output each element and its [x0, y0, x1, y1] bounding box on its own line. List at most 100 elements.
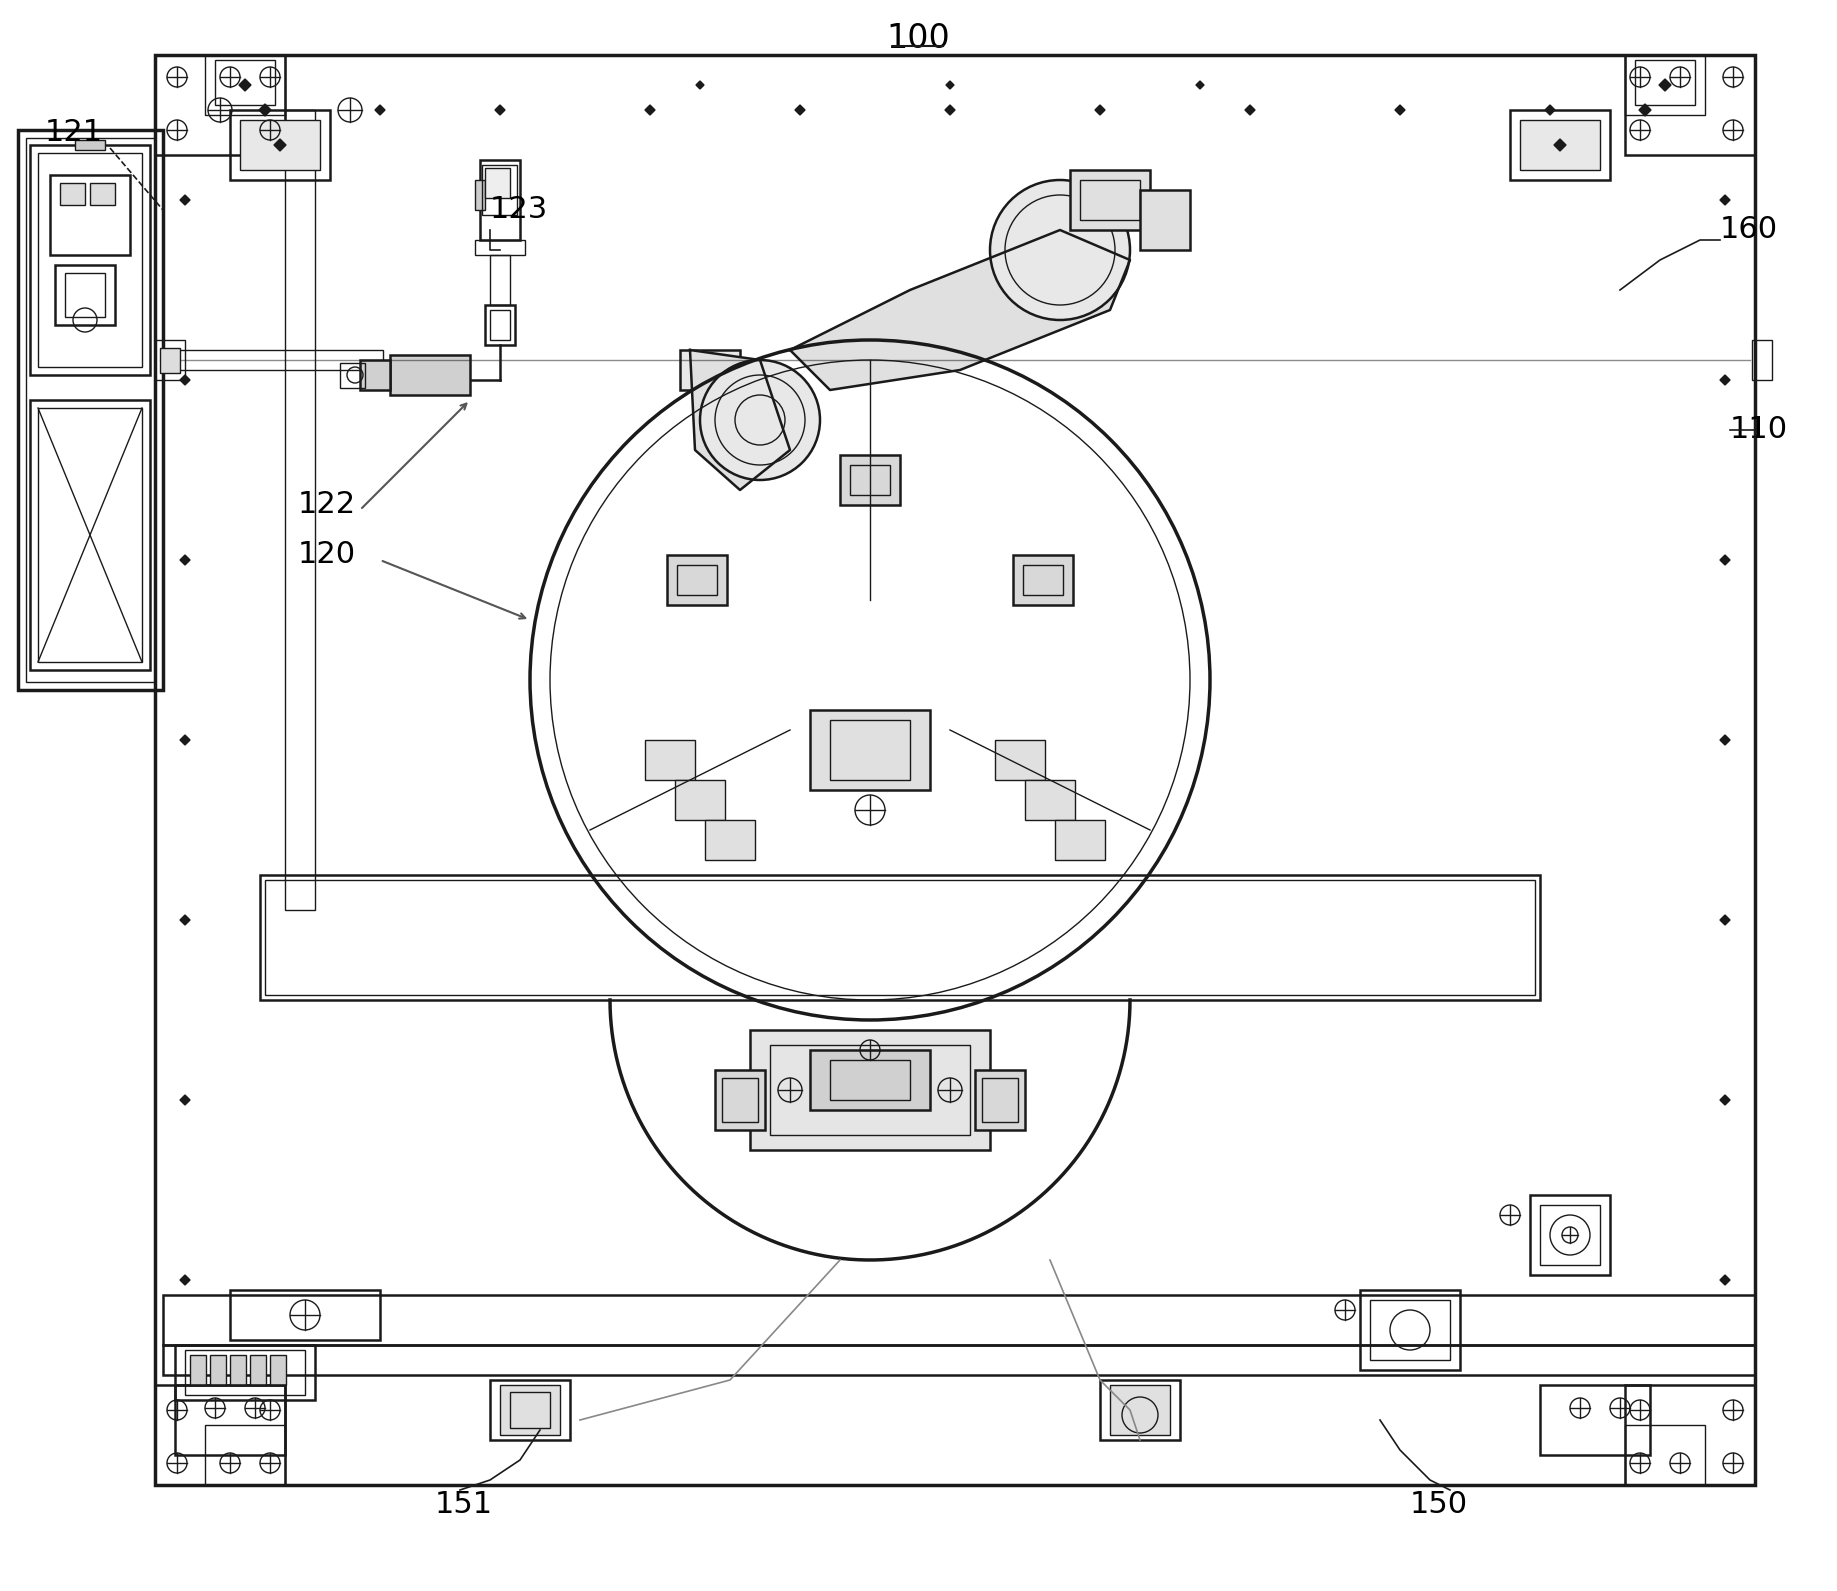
Bar: [163, 1344, 1754, 1375]
Bar: [770, 1045, 970, 1134]
Bar: [26, 138, 154, 683]
Polygon shape: [795, 105, 805, 115]
Bar: [476, 240, 525, 255]
Text: 120: 120: [298, 539, 356, 570]
Bar: [674, 780, 726, 819]
Bar: [1539, 1204, 1600, 1265]
Bar: [285, 110, 314, 910]
Bar: [39, 153, 141, 368]
Polygon shape: [259, 103, 272, 116]
Text: 121: 121: [44, 118, 103, 146]
Polygon shape: [180, 735, 189, 745]
Bar: [61, 183, 85, 205]
Polygon shape: [180, 1274, 189, 1286]
Bar: [29, 399, 151, 670]
Text: 100: 100: [885, 22, 950, 56]
Bar: [340, 363, 366, 388]
Bar: [1023, 565, 1064, 595]
Bar: [1100, 1379, 1179, 1440]
Bar: [490, 255, 511, 305]
Polygon shape: [494, 105, 505, 115]
Bar: [1530, 1195, 1609, 1274]
Bar: [163, 350, 382, 371]
Bar: [163, 1295, 1754, 1344]
Bar: [360, 360, 389, 390]
Bar: [209, 1356, 226, 1386]
Bar: [722, 1079, 759, 1122]
Polygon shape: [691, 350, 790, 490]
Bar: [645, 740, 694, 780]
Bar: [1626, 1426, 1705, 1484]
Bar: [830, 1060, 909, 1099]
Bar: [154, 56, 1754, 1484]
Polygon shape: [180, 1095, 189, 1106]
Polygon shape: [1545, 105, 1554, 115]
Bar: [1370, 1300, 1449, 1360]
Text: 160: 160: [1719, 215, 1778, 243]
Bar: [175, 1344, 314, 1400]
Polygon shape: [1719, 375, 1730, 385]
Bar: [975, 1071, 1025, 1130]
Bar: [270, 1356, 287, 1386]
Bar: [851, 465, 889, 495]
Bar: [250, 1356, 266, 1386]
Bar: [215, 60, 276, 105]
Polygon shape: [946, 81, 953, 89]
Bar: [230, 1290, 380, 1340]
Polygon shape: [1719, 1095, 1730, 1106]
Bar: [1626, 56, 1754, 154]
Bar: [1054, 819, 1106, 861]
Polygon shape: [1719, 196, 1730, 205]
Bar: [154, 340, 186, 380]
Bar: [715, 1071, 764, 1130]
Bar: [175, 1386, 285, 1456]
Bar: [511, 1392, 549, 1429]
Bar: [1519, 119, 1600, 170]
Bar: [206, 56, 285, 115]
Bar: [830, 721, 909, 780]
Bar: [50, 175, 130, 255]
Text: 151: 151: [435, 1491, 492, 1519]
Bar: [1626, 56, 1705, 115]
Bar: [485, 305, 514, 345]
Bar: [676, 565, 716, 595]
Bar: [983, 1079, 1018, 1122]
Bar: [1359, 1290, 1460, 1370]
Bar: [1141, 189, 1190, 250]
Bar: [29, 145, 151, 375]
Bar: [996, 740, 1045, 780]
Bar: [500, 1386, 560, 1435]
Bar: [1025, 780, 1075, 819]
Bar: [160, 348, 180, 372]
Bar: [476, 180, 485, 210]
Bar: [154, 56, 285, 154]
Bar: [481, 165, 516, 215]
Polygon shape: [1719, 915, 1730, 924]
Polygon shape: [1659, 80, 1672, 91]
Polygon shape: [1245, 105, 1255, 115]
Polygon shape: [1639, 103, 1651, 116]
Bar: [206, 1426, 285, 1484]
Bar: [479, 161, 520, 240]
Polygon shape: [1196, 81, 1203, 89]
Bar: [840, 455, 900, 504]
Bar: [241, 119, 320, 170]
Bar: [1539, 1386, 1650, 1456]
Bar: [485, 169, 511, 197]
Polygon shape: [180, 915, 189, 924]
Polygon shape: [790, 231, 1130, 390]
Circle shape: [990, 180, 1130, 320]
Text: 150: 150: [1411, 1491, 1468, 1519]
Polygon shape: [239, 80, 252, 91]
Text: 110: 110: [1730, 415, 1787, 444]
Bar: [230, 1356, 246, 1386]
Polygon shape: [180, 196, 189, 205]
Bar: [55, 266, 116, 325]
Polygon shape: [1719, 1274, 1730, 1286]
Bar: [680, 350, 740, 390]
Bar: [39, 407, 141, 662]
Polygon shape: [274, 138, 287, 151]
Bar: [810, 1050, 930, 1111]
Bar: [490, 1379, 569, 1440]
Bar: [189, 1356, 206, 1386]
